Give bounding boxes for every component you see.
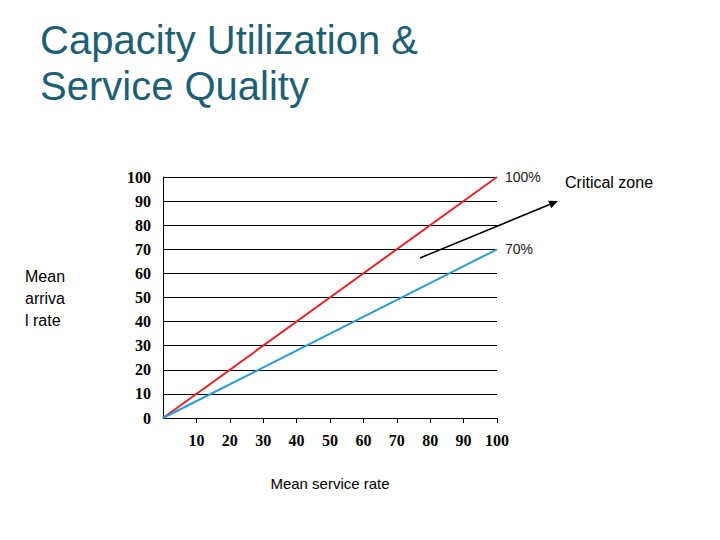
svg-text:Capacity Utilization &: Capacity Utilization &	[40, 18, 429, 62]
svg-text:0: 0	[143, 410, 151, 427]
svg-text:90: 90	[135, 193, 151, 210]
svg-text:100: 100	[485, 432, 509, 449]
svg-text:70: 70	[135, 241, 151, 258]
svg-text:60: 60	[135, 265, 151, 282]
svg-text:70%: 70%	[505, 241, 533, 257]
svg-text:10: 10	[188, 432, 204, 449]
svg-text:80: 80	[422, 432, 438, 449]
svg-text:40: 40	[289, 432, 305, 449]
svg-text:50: 50	[322, 432, 338, 449]
svg-text:80: 80	[135, 217, 151, 234]
svg-text:30: 30	[135, 337, 151, 354]
svg-text:70: 70	[389, 432, 405, 449]
svg-text:arriva: arriva	[25, 290, 65, 307]
svg-text:Service Quality: Service Quality	[40, 64, 309, 108]
svg-text:Mean: Mean	[25, 268, 69, 285]
svg-text:l rate: l rate	[25, 312, 61, 329]
svg-text:20: 20	[222, 432, 238, 449]
svg-text:Mean service rate: Mean service rate	[270, 475, 389, 492]
svg-text:50: 50	[135, 289, 151, 306]
svg-text:90: 90	[456, 432, 472, 449]
svg-text:60: 60	[355, 432, 371, 449]
svg-text:100%: 100%	[505, 169, 541, 185]
svg-text:100: 100	[127, 169, 151, 186]
svg-text:Critical zone: Critical zone	[565, 174, 653, 191]
svg-text:40: 40	[135, 313, 151, 330]
svg-text:20: 20	[135, 361, 151, 378]
svg-text:10: 10	[135, 385, 151, 402]
svg-text:30: 30	[255, 432, 271, 449]
